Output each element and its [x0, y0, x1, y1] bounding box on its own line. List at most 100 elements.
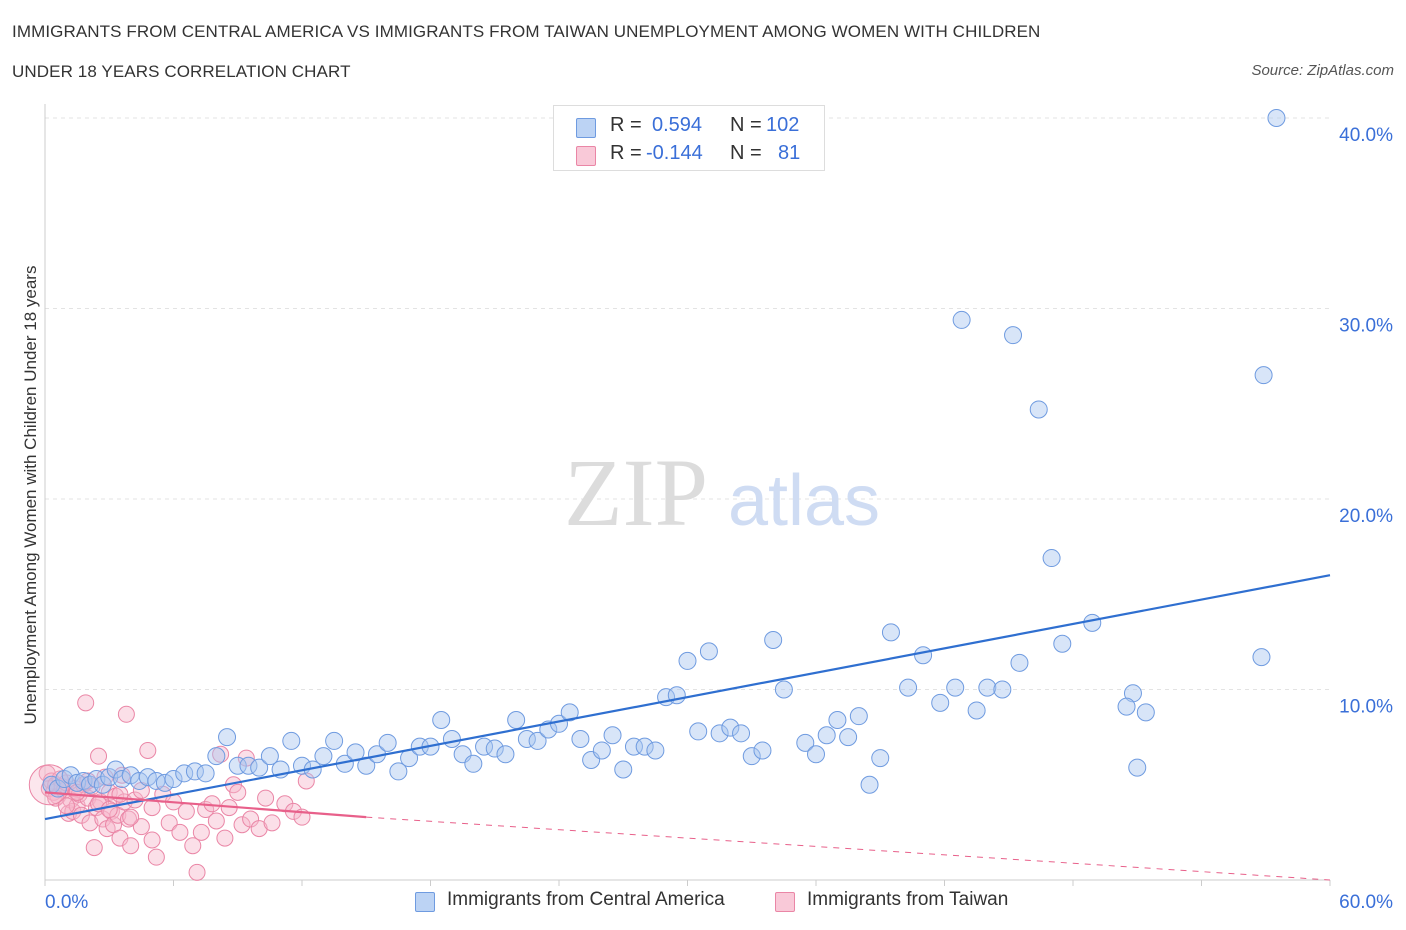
chart-title-line1: IMMIGRANTS FROM CENTRAL AMERICA VS IMMIG…	[12, 22, 1041, 41]
data-point-central-america	[1136, 703, 1155, 722]
data-point-taiwan	[90, 747, 108, 765]
data-point-taiwan	[85, 839, 103, 857]
data-point-central-america	[528, 731, 547, 750]
data-point-central-america	[1042, 549, 1061, 568]
correlation-legend: R = 0.594 N = 102 R = -0.144 N = 81	[553, 105, 825, 171]
data-point-central-america	[1254, 366, 1273, 385]
data-point-taiwan	[207, 812, 225, 830]
data-point-central-america	[753, 741, 772, 760]
data-point-central-america	[871, 749, 890, 768]
data-point-central-america	[485, 739, 504, 758]
data-point-central-america	[496, 745, 515, 764]
data-point-taiwan	[177, 802, 195, 820]
data-point-central-america	[614, 760, 633, 779]
legend-swatch-pink	[576, 146, 596, 166]
data-point-central-america	[389, 762, 408, 781]
bottom-legend-swatch-pink	[775, 892, 795, 912]
data-point-central-america	[1083, 613, 1102, 632]
legend-r-label: R =	[610, 114, 642, 136]
data-point-central-america	[207, 747, 226, 766]
data-point-taiwan	[77, 694, 95, 712]
data-point-central-america	[689, 722, 708, 741]
data-point-central-america	[155, 773, 174, 792]
legend-n-value: 102	[766, 114, 800, 136]
data-point-central-america	[93, 775, 112, 794]
data-point-taiwan	[122, 837, 140, 855]
data-point-central-america	[164, 770, 183, 789]
y-tick-label: 10.0%	[1339, 697, 1393, 718]
x-tick-label-max: 60.0%	[1339, 892, 1393, 913]
tick-labels: 10.0% 20.0% 30.0% 40.0% 0.0% 60.0%	[45, 125, 1393, 913]
trend-line-central-america	[44, 574, 1331, 821]
source-label: Source: ZipAtlas.com	[1251, 62, 1394, 79]
data-point-central-america	[839, 728, 858, 747]
data-point-taiwan	[171, 823, 189, 841]
data-point-central-america	[952, 310, 971, 329]
bottom-legend-swatch-blue	[415, 892, 435, 912]
data-point-central-america	[314, 747, 333, 766]
data-point-central-america	[1117, 697, 1136, 716]
data-point-taiwan	[81, 814, 99, 832]
data-point-central-america	[1053, 634, 1072, 653]
data-point-central-america	[742, 747, 761, 766]
chart-title-line2: UNDER 18 YEARS CORRELATION CHART	[12, 62, 351, 81]
bottom-legend-label: Immigrants from Central America	[447, 889, 725, 910]
legend-n-label: N =	[730, 142, 762, 164]
data-point-central-america	[828, 710, 847, 729]
data-point-central-america	[282, 731, 301, 750]
data-point-central-america	[931, 693, 950, 712]
data-point-central-america	[710, 724, 729, 743]
data-point-central-america	[592, 741, 611, 760]
data-point-taiwan	[117, 705, 135, 723]
data-point-taiwan	[111, 785, 129, 803]
legend-n-value: 81	[778, 142, 801, 164]
data-point-central-america	[228, 756, 247, 775]
data-point-taiwan	[233, 816, 251, 834]
legend-n-label: N =	[730, 114, 762, 136]
data-point-central-america	[138, 768, 157, 787]
data-point-central-america	[442, 730, 461, 749]
data-point-central-america	[378, 733, 397, 752]
data-point-central-america	[817, 726, 836, 745]
data-point-taiwan	[57, 797, 75, 815]
data-point-central-america	[218, 728, 237, 747]
legend-r-label: R =	[610, 142, 642, 164]
data-point-taiwan	[122, 808, 140, 826]
data-point-taiwan	[139, 741, 157, 759]
data-point-central-america	[881, 623, 900, 642]
data-point-central-america	[807, 745, 825, 764]
data-point-central-america	[325, 731, 344, 750]
data-point-taiwan	[257, 789, 275, 807]
data-point-taiwan	[216, 829, 234, 847]
data-point-central-america	[993, 680, 1012, 699]
data-point-central-america	[1252, 648, 1271, 667]
y-axis-label: Unemployment Among Women with Children U…	[21, 266, 40, 725]
data-point-central-america	[721, 718, 740, 737]
watermark: ZIP atlas	[564, 439, 880, 546]
axes	[44, 104, 1331, 886]
data-point-taiwan	[120, 810, 138, 828]
trend-lines	[44, 574, 1331, 881]
data-point-central-america	[1010, 653, 1029, 672]
data-point-central-america	[732, 724, 751, 743]
y-tick-label: 20.0%	[1339, 506, 1393, 527]
bottom-legend-label: Immigrants from Taiwan	[807, 889, 1009, 910]
data-point-central-america	[603, 726, 622, 745]
data-point-central-america	[1004, 326, 1023, 345]
data-point-taiwan	[79, 789, 97, 807]
data-point-central-america	[774, 680, 793, 699]
data-point-central-america	[260, 747, 279, 766]
data-point-central-america	[196, 764, 215, 783]
data-point-central-america	[946, 678, 965, 697]
legend-swatch-blue	[576, 118, 596, 138]
data-point-central-america	[849, 707, 868, 726]
data-point-central-america	[464, 754, 483, 773]
data-point-central-america	[796, 733, 815, 752]
data-point-taiwan	[160, 814, 178, 832]
data-point-central-america	[899, 678, 918, 697]
data-point-central-america	[978, 678, 997, 697]
watermark-zip: ZIP	[564, 439, 708, 546]
data-point-central-america	[764, 630, 783, 649]
watermark-atlas: atlas	[728, 461, 880, 541]
